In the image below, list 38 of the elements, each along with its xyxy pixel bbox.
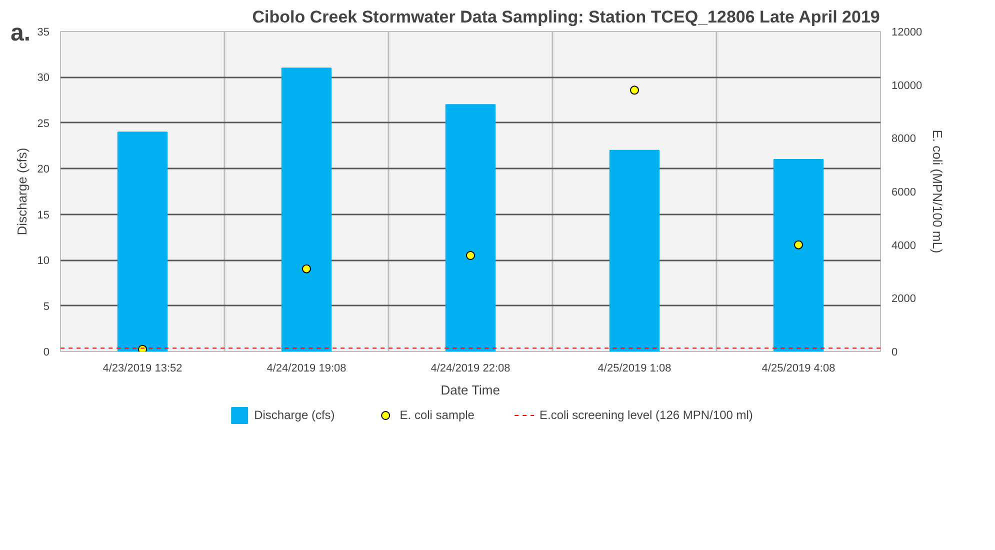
bar — [609, 150, 660, 352]
x-axis-title: Date Time — [440, 382, 500, 398]
y-tick-label: 0 — [43, 346, 50, 358]
y2-tick-label: 12000 — [892, 26, 922, 38]
y-tick-label: 15 — [37, 209, 50, 222]
x-tick-label: 4/25/2019 4:08 — [762, 362, 836, 374]
bar — [773, 159, 824, 352]
y2-tick-label: 6000 — [892, 186, 916, 198]
point — [466, 251, 475, 260]
y2-axis-title: E. coli (MPN/100 mL) — [930, 130, 946, 254]
point — [302, 264, 311, 274]
x-tick-label: 4/23/2019 13:52 — [102, 362, 182, 374]
x-tick-label: 4/25/2019 1:08 — [598, 362, 672, 374]
chart-title: Cibolo Creek Stormwater Data Sampling: Station TCEQ_12806 Late April 2019 — [252, 8, 880, 26]
legend-label: E. coli sample — [400, 408, 474, 422]
legend-label: Discharge (cfs) — [254, 408, 335, 422]
legend-label: E.coli screening level (126 MPN/100 ml) — [539, 408, 753, 422]
point — [630, 86, 639, 95]
y2-tick-label: 10000 — [892, 80, 922, 92]
y-tick-label: 25 — [37, 118, 50, 130]
point — [138, 344, 147, 352]
y-tick-label: 5 — [43, 300, 50, 313]
point — [794, 240, 803, 250]
y-axis-title: Discharge (cfs) — [14, 148, 30, 236]
y2-tick-label: 8000 — [892, 133, 916, 146]
bar — [117, 132, 168, 352]
bar — [445, 104, 496, 352]
x-tick-label: 4/24/2019 19:08 — [266, 362, 346, 374]
x-tick-label: 4/24/2019 22:08 — [430, 362, 510, 374]
y-tick-label: 10 — [37, 255, 50, 268]
text: a. — [10, 20, 31, 46]
bar — [281, 68, 332, 352]
y2-tick-label: 0 — [892, 346, 898, 358]
y-tick-label: 35 — [37, 26, 50, 38]
y-tick-label: 20 — [37, 164, 50, 176]
y-tick-label: 30 — [37, 72, 50, 84]
y2-tick-label: 2000 — [892, 293, 916, 306]
y2-tick-label: 4000 — [892, 240, 916, 252]
